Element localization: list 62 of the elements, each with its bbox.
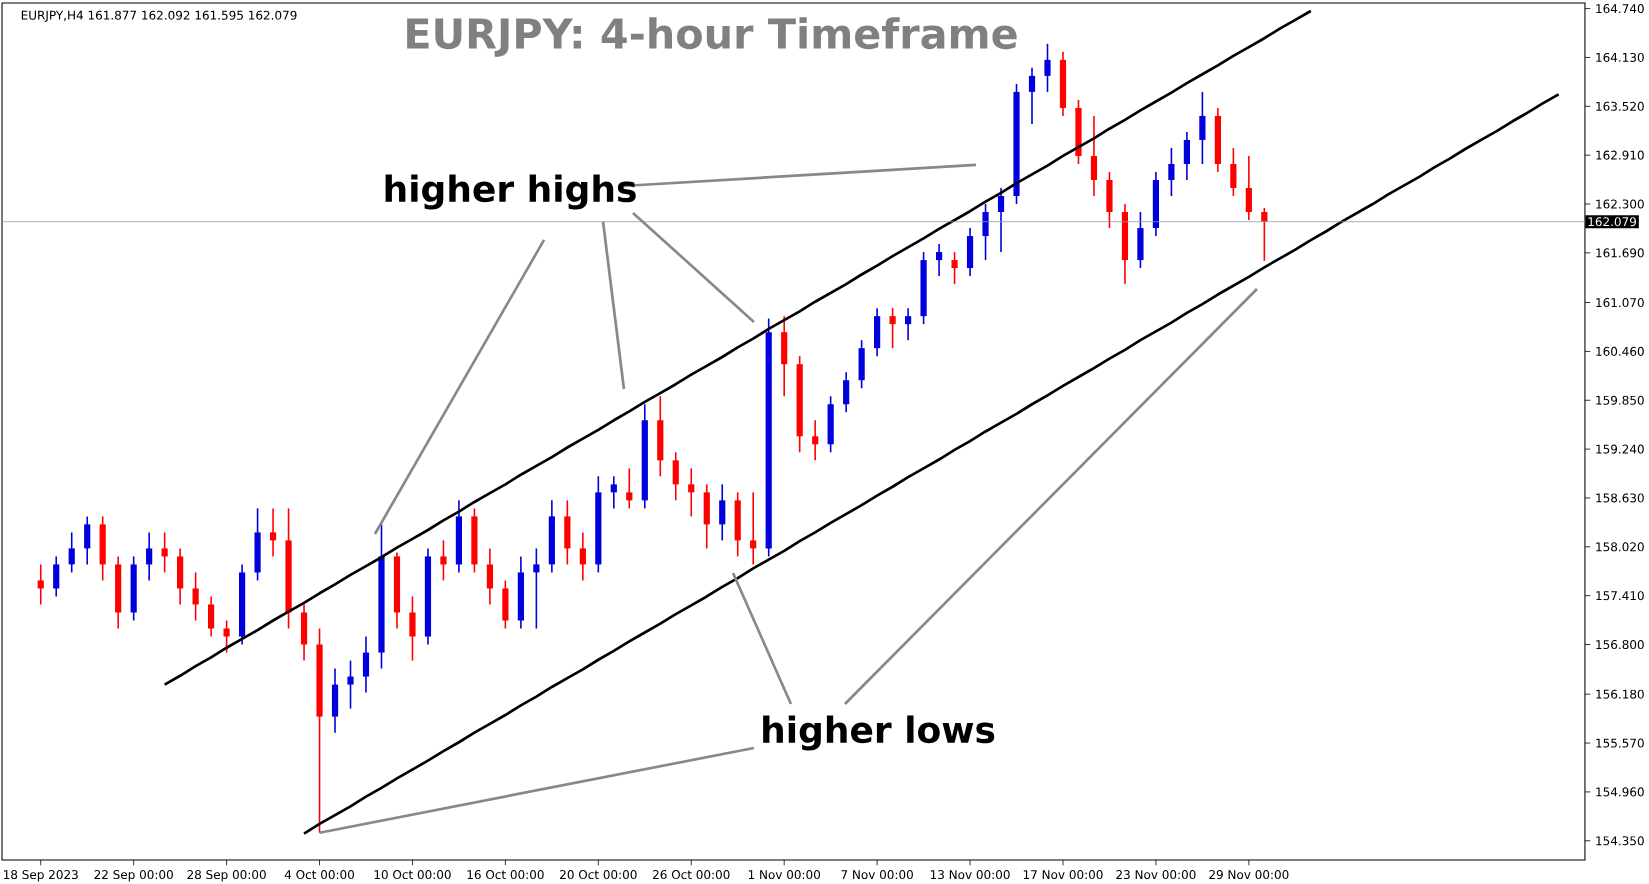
y-tick-label: 156.180 <box>1596 689 1644 699</box>
y-tick-label: 161.690 <box>1596 248 1644 258</box>
candlestick <box>626 467 633 510</box>
ref-line-label: 162.079 <box>1588 217 1636 227</box>
x-tick-label: 20 Oct 00:00 <box>560 870 637 880</box>
x-tick-label: 1 Nov 00:00 <box>748 870 821 880</box>
annotation: higher lows <box>763 715 995 751</box>
y-tick-label: 160.460 <box>1596 346 1644 356</box>
x-tick-label: 22 Sep 00:00 <box>94 870 173 882</box>
candlestick <box>1168 147 1175 197</box>
candlestick <box>812 419 819 462</box>
candlestick <box>146 531 153 582</box>
candlestick <box>688 467 695 518</box>
candlestick <box>951 251 958 285</box>
y-tick-label: 161.070 <box>1596 297 1644 308</box>
x-tick-label: 13 Nov 00:00 <box>930 870 1010 880</box>
candlestick <box>1261 207 1268 262</box>
y-tick-label: 154.350 <box>1596 836 1644 846</box>
y-tick-label: 156.800 <box>1596 639 1644 650</box>
y-tick-label: 164.130 <box>1596 52 1644 62</box>
candlestick <box>161 531 168 574</box>
candlestick <box>889 307 896 349</box>
x-tick-label: 18 Sep 2023 <box>4 870 78 882</box>
candlestick <box>1028 67 1036 125</box>
candlestick <box>750 491 757 566</box>
x-tick-label: 10 Oct 00:00 <box>374 870 451 880</box>
annotation: higher highs <box>385 174 636 210</box>
y-tick-label: 158.630 <box>1596 493 1644 503</box>
candlestick <box>1044 43 1051 93</box>
annotation: EURJPY,H4 161.877 162.092 161.595 162.079 <box>21 10 297 22</box>
candlestick <box>610 475 617 510</box>
x-tick-label: 29 Nov 00:00 <box>1209 870 1289 880</box>
candlestick <box>269 507 277 558</box>
x-tick-label: 17 Nov 00:00 <box>1023 870 1103 880</box>
candlestick <box>347 659 354 710</box>
candlestick <box>68 531 75 574</box>
y-tick-label: 162.910 <box>1596 150 1644 160</box>
y-tick-label: 158.020 <box>1596 542 1644 552</box>
candlestick <box>935 243 943 277</box>
candlestick <box>905 307 912 341</box>
x-tick-label: 4 Oct 00:00 <box>284 870 355 880</box>
y-tick-label: 159.850 <box>1596 395 1644 405</box>
y-tick-label: 154.960 <box>1596 787 1644 797</box>
y-tick-label: 157.410 <box>1596 591 1644 601</box>
candlestick <box>192 571 199 622</box>
y-tick-label: 162.300 <box>1596 199 1644 209</box>
chart-title: EURJPY: 4-hour Timeframe <box>407 17 1017 57</box>
candlestick <box>997 187 1005 253</box>
candlestick <box>533 547 540 630</box>
y-tick-label: 163.520 <box>1596 101 1644 111</box>
x-tick-label: 7 Nov 00:00 <box>841 870 913 880</box>
candlestick <box>579 531 586 582</box>
x-tick-label: 28 Sep 00:00 <box>187 870 266 882</box>
x-tick-label: 23 Nov 00:00 <box>1116 870 1196 880</box>
candlestick <box>37 563 44 606</box>
y-tick-label: 164.740 <box>1596 4 1644 14</box>
x-tick-label: 16 Oct 00:00 <box>467 870 544 880</box>
candlestick <box>223 619 230 654</box>
candlestick <box>440 539 447 582</box>
y-tick-label: 159.240 <box>1596 444 1644 454</box>
x-tick-label: 26 Oct 00:00 <box>653 870 730 880</box>
y-tick-label: 155.570 <box>1596 738 1644 748</box>
